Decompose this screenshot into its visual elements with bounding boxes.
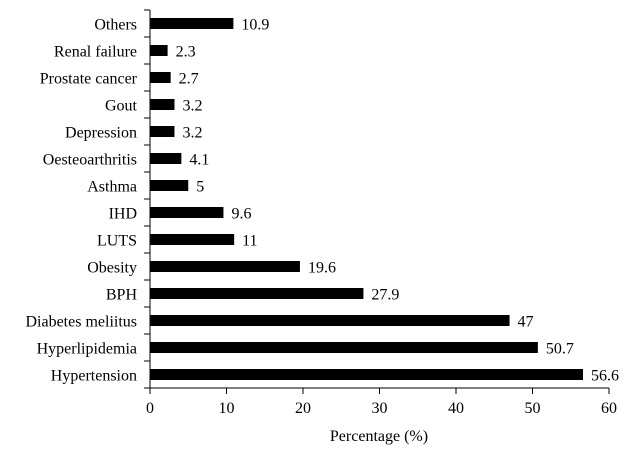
category-label-oesteoarthritis: Oesteoarthritis: [43, 152, 137, 169]
data-label-hyperlipidemia: 50.7: [546, 341, 574, 358]
x-tick-label-0: 0: [146, 400, 154, 417]
data-label-bph: 27.9: [371, 287, 399, 304]
data-label-asthma: 5: [196, 179, 204, 196]
x-tick-label-20: 20: [295, 400, 311, 417]
bar-hyperlipidemia: [150, 342, 538, 353]
bar-ihd: [150, 207, 224, 218]
data-label-gout: 3.2: [182, 98, 202, 115]
data-label-depression: 3.2: [182, 125, 202, 142]
category-label-diabetes-meliitus: Diabetes meliitus: [25, 314, 137, 331]
bar-bph: [150, 288, 364, 299]
x-tick-label-30: 30: [372, 400, 388, 417]
x-tick-label-10: 10: [219, 400, 235, 417]
bar-depression: [150, 126, 175, 137]
labels-group: 10.9 Others 2.3 Renal failure 2.7 Prostate ca…: [25, 17, 619, 418]
category-label-luts: LUTS: [97, 233, 137, 250]
category-label-gout: Gout: [105, 98, 138, 115]
category-label-bph: BPH: [106, 287, 138, 304]
data-label-ihd: 9.6: [231, 206, 251, 223]
bar-others: [150, 18, 234, 29]
bar-obesity: [150, 261, 300, 272]
category-label-ihd: IHD: [109, 206, 137, 223]
x-tick-label-50: 50: [525, 400, 541, 417]
x-axis-title: Percentage (%): [330, 428, 428, 445]
bar-oesteoarthritis: [150, 153, 182, 164]
data-label-diabetes-meliitus: 47: [518, 314, 534, 331]
category-label-prostate-cancer: Prostate cancer: [40, 71, 138, 88]
bar-diabetes-meliitus: [150, 315, 510, 326]
category-label-asthma: Asthma: [87, 179, 137, 196]
category-label-renal-failure: Renal failure: [54, 44, 137, 61]
data-label-hypertension: 56.6: [591, 368, 619, 385]
data-label-renal-failure: 2.3: [176, 44, 196, 61]
category-label-hyperlipidemia: Hyperlipidemia: [37, 341, 137, 358]
data-label-luts: 11: [242, 233, 257, 250]
bar-luts: [150, 234, 235, 245]
x-tick-label-60: 60: [601, 400, 617, 417]
category-label-others: Others: [94, 17, 137, 34]
bar-renal-failure: [150, 45, 168, 56]
bar-gout: [150, 99, 175, 110]
data-label-others: 10.9: [241, 17, 269, 34]
category-label-hypertension: Hypertension: [51, 368, 137, 385]
x-tick-label-40: 40: [448, 400, 464, 417]
category-label-depression: Depression: [65, 125, 137, 142]
bar-hypertension: [150, 369, 583, 380]
axes-group: [144, 9, 610, 394]
data-label-prostate-cancer: 2.7: [179, 71, 199, 88]
bars-group: [150, 18, 583, 380]
data-label-obesity: 19.6: [308, 260, 336, 277]
bar-prostate-cancer: [150, 72, 171, 83]
data-label-oesteoarthritis: 4.1: [189, 152, 209, 169]
category-label-obesity: Obesity: [87, 260, 137, 277]
bar-asthma: [150, 180, 189, 191]
